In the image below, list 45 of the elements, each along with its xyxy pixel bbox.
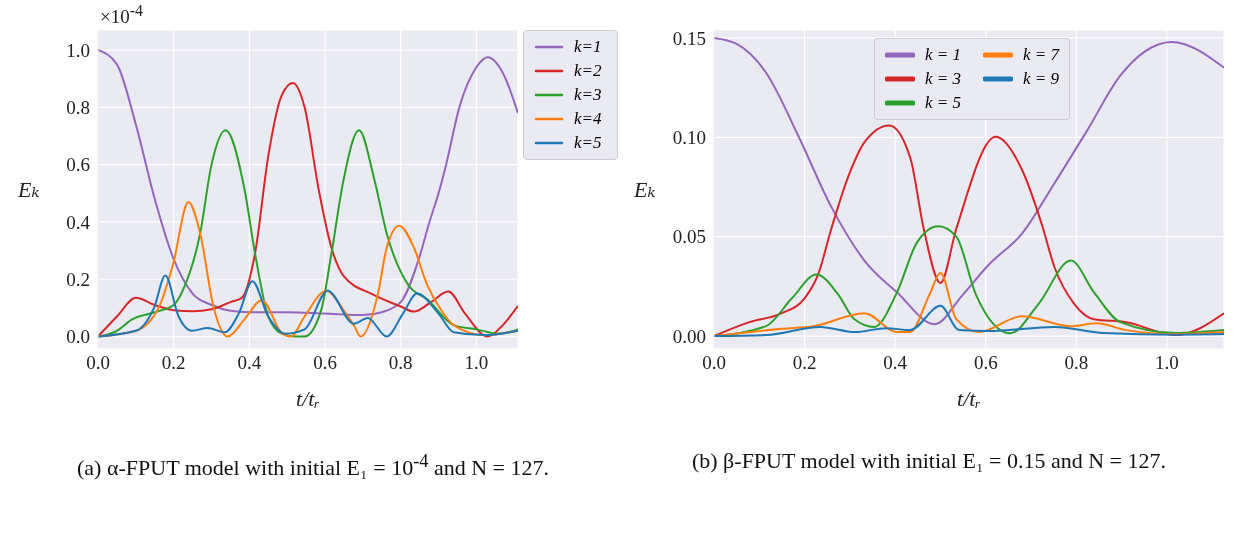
y-tick-label: 0.00 [672, 325, 706, 347]
y-tick-label: 0.10 [672, 127, 706, 149]
x-tick-label: 0.2 [161, 352, 186, 374]
legend-label: k = 9 [1023, 69, 1060, 89]
x-axis-title: t/tᵣ [296, 386, 320, 411]
line-series [98, 274, 518, 338]
x-tick-label: 1.0 [464, 352, 489, 374]
legend-label: k=5 [574, 133, 602, 153]
x-tick-label: 0.0 [86, 352, 110, 374]
y-tick-label: 0.15 [672, 27, 706, 49]
legend-label: k=3 [574, 85, 602, 105]
y-axis-title: Eₖ [633, 176, 656, 202]
y-tick-label: 1.0 [66, 39, 90, 61]
line-series [98, 49, 518, 317]
x-tick-label: 0.2 [792, 352, 817, 374]
line-series [714, 36, 1224, 326]
x-tick-label: 0.8 [388, 352, 413, 374]
x-tick-label: 0.4 [883, 352, 908, 374]
y-tick-label: 0.4 [66, 211, 91, 233]
text: (a) α-FPUT model with initial E₁ = 10$^{-4}$ and N = 127. [76, 450, 550, 483]
line-series [98, 82, 518, 338]
legend-label: k = 1 [925, 45, 962, 65]
text: (b) β-FPUT model with initial E₁ = 0.15 and N = 127. [690, 447, 1168, 475]
x-tick-label: 0.6 [313, 352, 337, 374]
legend-label: k = 3 [925, 69, 962, 89]
x-tick-label: 0.4 [237, 352, 262, 374]
legend-label: k = 5 [925, 93, 962, 113]
legend-label: k = 7 [1023, 45, 1060, 65]
y-tick-label: 0.8 [66, 97, 90, 119]
line-series [714, 304, 1224, 338]
legend-label: k=1 [574, 37, 602, 57]
x-tick-label: 0.6 [973, 352, 998, 374]
legend-label: k=2 [574, 61, 602, 81]
y-tick-label: 0.6 [66, 154, 90, 176]
text: ×10$^{-4}$ [100, 2, 143, 29]
y-tick-label: 0.05 [672, 226, 706, 248]
y-tick-label: 0.0 [66, 326, 90, 348]
x-tick-label: 1.0 [1155, 352, 1179, 374]
x-tick-label: 0.8 [1064, 352, 1089, 374]
legend-label: k=4 [574, 109, 602, 129]
line-series [714, 124, 1224, 338]
y-axis-title: Eₖ [17, 176, 40, 202]
x-tick-label: 0.0 [702, 352, 726, 374]
x-axis-title: t/tᵣ [957, 386, 981, 411]
y-tick-label: 0.2 [66, 268, 90, 290]
